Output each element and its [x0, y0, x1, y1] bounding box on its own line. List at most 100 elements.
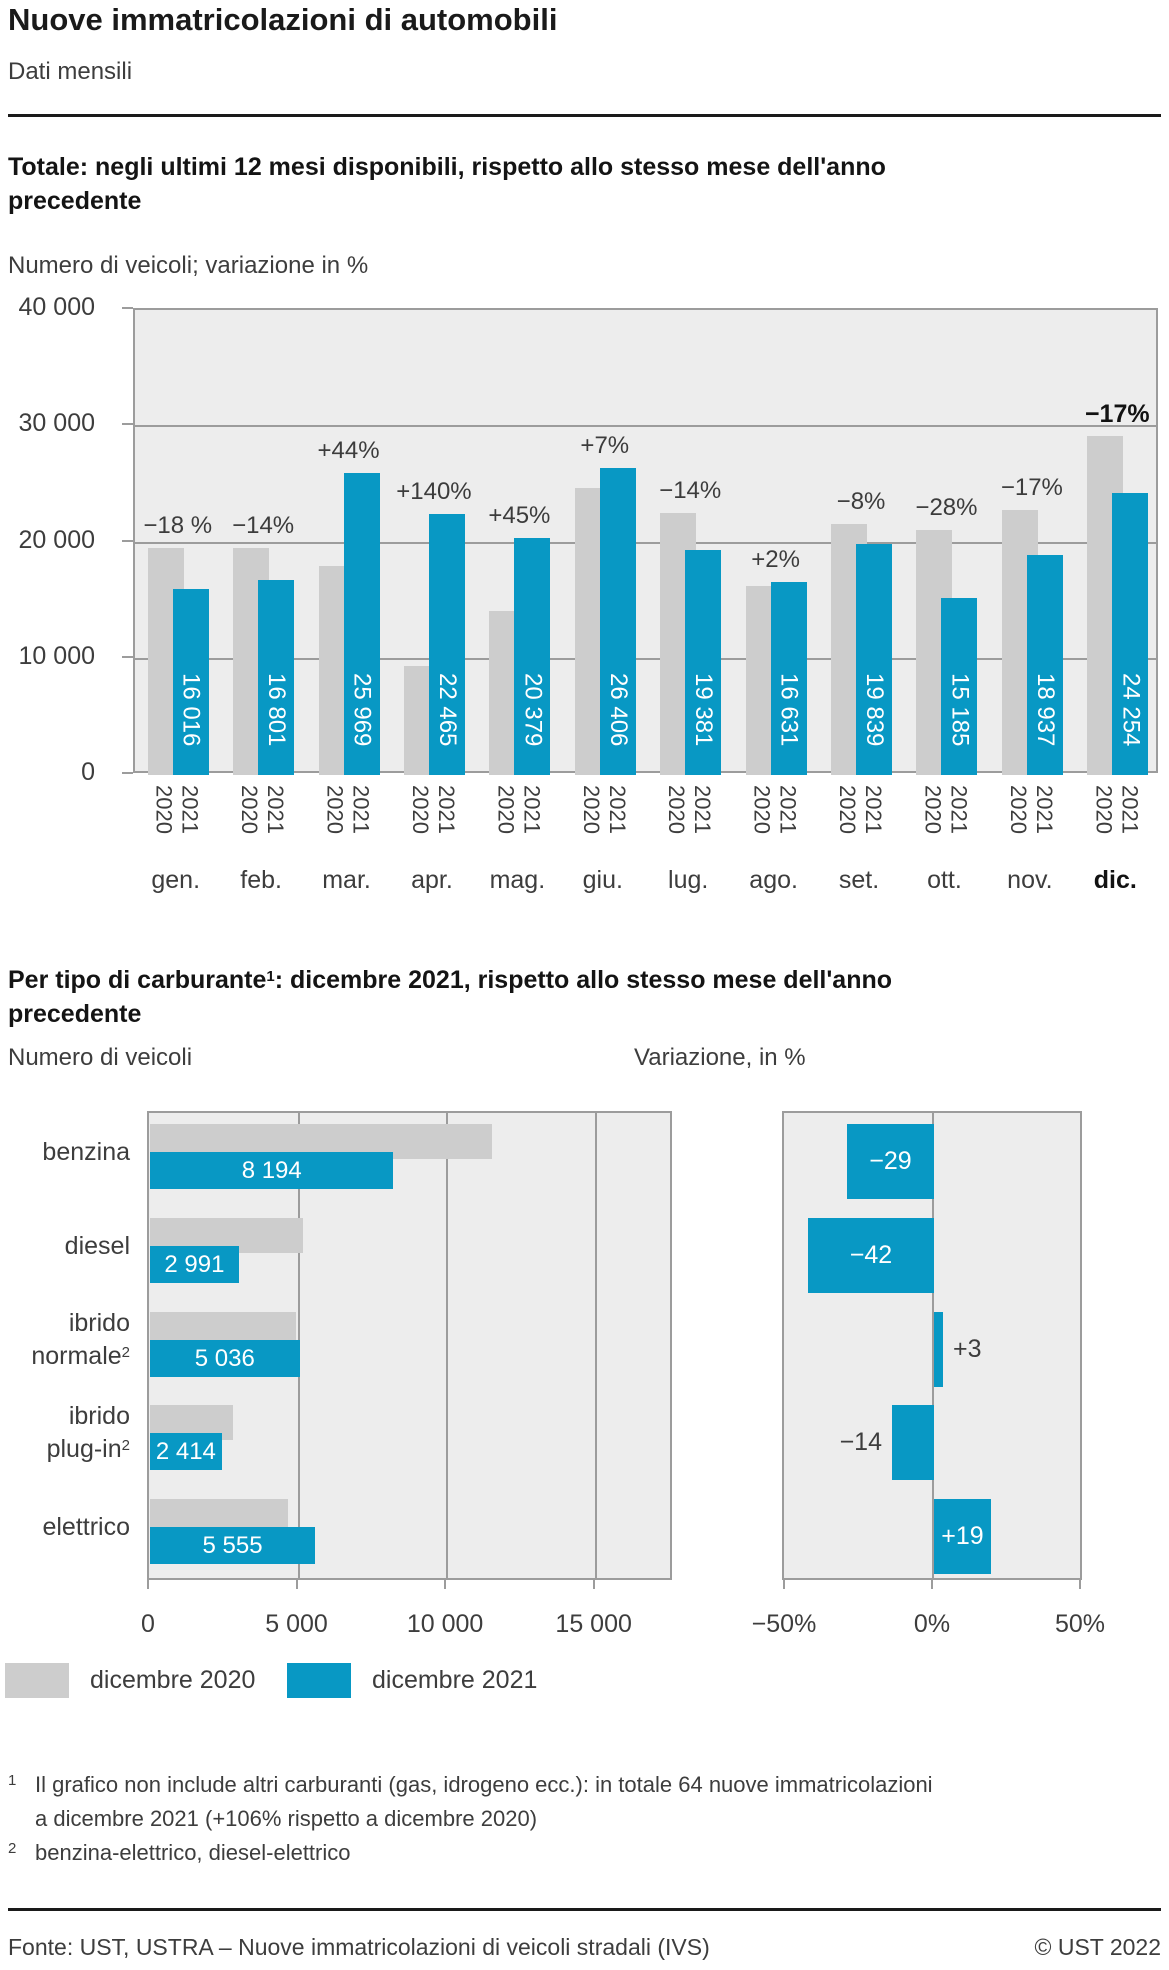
bar-2021-benzina — [150, 1152, 394, 1189]
change-label-feb.: −14% — [232, 512, 295, 540]
y-axis-label: 40 000 — [18, 293, 95, 321]
x-axis-label: −50% — [751, 1610, 817, 1638]
month-label-feb.: feb. — [240, 866, 282, 894]
bar-change-diesel — [808, 1217, 934, 1293]
year-label-2021-gen.: 2021 — [177, 785, 203, 834]
value-label-feb.: 16 801 — [263, 672, 291, 746]
year-label-2021-feb.: 2021 — [263, 785, 289, 834]
fuel-count-plot-area: 8 194 2 991 5 036 2 414 5 555 — [147, 1111, 672, 1580]
footnote-2: 2 benzina-elettrico, diesel-elettrico — [8, 1836, 1148, 1870]
footnote-line: a dicembre 2021 (+106% rispetto a dicemb… — [35, 1806, 538, 1831]
legend-swatch-dicembre-2020 — [5, 1663, 69, 1698]
zero-line — [932, 1113, 934, 1578]
value-label-ago.: 16 631 — [775, 672, 803, 746]
year-label-2021-lug.: 2021 — [690, 785, 716, 834]
month-label-apr.: apr. — [411, 866, 453, 894]
source-row: Fonte: UST, USTRA – Nuove immatricolazio… — [8, 1934, 1161, 1961]
bar-2021-nov. — [1026, 554, 1063, 775]
bar-change-ibrido-normale — [934, 1311, 943, 1387]
category-label-ibrido-normale: ibrido normale2 — [0, 1308, 130, 1371]
divider-top — [8, 114, 1161, 117]
change-label-dic.: −17% — [1084, 399, 1150, 428]
y-axis-label: 30 000 — [18, 409, 95, 438]
divider-bottom — [8, 1908, 1161, 1911]
footnote-1: 1 Il grafico non include altri carburanti… — [8, 1768, 1148, 1836]
section1-heading-line: precedente — [8, 187, 142, 215]
value-label-dic.: 24 254 — [1117, 672, 1145, 746]
bar-2021-gen. — [172, 588, 209, 775]
bar-2021-lug. — [685, 549, 722, 775]
bar-2021-feb. — [258, 579, 295, 775]
x-axis-tick — [444, 1580, 447, 1589]
bar-change-benzina — [847, 1124, 934, 1199]
bar-2021-mag. — [514, 538, 551, 775]
year-label-2020-apr.: 2020 — [407, 785, 433, 834]
month-label-mar.: mar. — [322, 866, 371, 894]
year-label-2020-dic.: 2020 — [1091, 785, 1117, 834]
value-label-diesel: 2 991 — [164, 1250, 225, 1278]
section2-heading-line: Per tipo di carburante1: dicembre 2021, … — [8, 966, 893, 994]
section1-heading: Totale: negli ultimi 12 mesi disponibili… — [8, 150, 886, 218]
value-label-lug.: 19 381 — [690, 672, 718, 746]
change-value-label-ibrido-normale: +3 — [953, 1334, 982, 1363]
month-label-ago.: ago. — [749, 866, 798, 894]
section1-heading-line: Totale: negli ultimi 12 mesi disponibili… — [8, 153, 886, 181]
x-axis-label: 5 000 — [265, 1610, 328, 1638]
x-gridline — [594, 1113, 597, 1578]
year-label-2021-giu.: 2021 — [604, 785, 630, 834]
year-label-2020-nov.: 2020 — [1005, 785, 1031, 834]
value-label-mar.: 25 969 — [348, 672, 376, 746]
copyright-text: © UST 2022 — [1034, 1934, 1161, 1960]
category-label-line: benzina — [42, 1138, 130, 1166]
value-label-elettrico: 5 555 — [202, 1532, 263, 1560]
month-label-set.: set. — [838, 866, 880, 894]
value-label-benzina: 8 194 — [241, 1157, 302, 1184]
value-label-set.: 19 839 — [861, 672, 889, 746]
change-label-ott.: −28% — [915, 493, 978, 521]
superscript-marker: 2 — [121, 1437, 130, 1455]
footnotes: 1 Il grafico non include altri carburanti… — [8, 1768, 1148, 1870]
value-label-apr.: 22 465 — [433, 672, 461, 746]
category-label-line: diesel — [64, 1231, 130, 1260]
month-label-nov.: nov. — [1007, 866, 1053, 894]
y-gridline — [135, 657, 1156, 660]
year-label-2021-mar.: 2021 — [348, 785, 374, 834]
change-label-lug.: −14% — [659, 477, 722, 505]
change-label-mar.: +44% — [317, 437, 380, 465]
x-axis-tick — [295, 1580, 298, 1589]
year-label-2021-ago.: 2021 — [775, 785, 801, 834]
bar-2021-diesel — [150, 1245, 239, 1283]
month-label-lug.: lug. — [668, 866, 709, 894]
section1-subheading: Numero di veicoli; variazione in % — [8, 252, 369, 279]
y-axis-tick — [122, 772, 133, 774]
x-axis-tick — [592, 1580, 595, 1589]
value-label-ibrido-normale: 5 036 — [194, 1344, 255, 1372]
month-label-giu.: giu. — [582, 866, 623, 894]
year-label-2020-feb.: 2020 — [237, 785, 263, 834]
change-value-label-elettrico: +19 — [941, 1522, 984, 1551]
footnote-line: Il grafico non include altri carburanti … — [35, 1772, 933, 1797]
year-label-2021-ott.: 2021 — [946, 785, 972, 834]
bar-2021-ibrido-normale — [150, 1339, 300, 1377]
x-axis-tick — [783, 1580, 785, 1589]
section2-heading-line: precedente — [8, 1000, 142, 1028]
bar-change-elettrico — [934, 1499, 991, 1575]
change-value-label-diesel: −42 — [849, 1240, 893, 1269]
y-axis-label: 0 — [81, 758, 95, 786]
change-label-apr.: +140% — [396, 477, 472, 505]
x-axis-label: 0 — [141, 1610, 155, 1638]
change-value-label-ibrido-plug-in: −14 — [839, 1428, 882, 1457]
year-label-2021-dic.: 2021 — [1117, 785, 1143, 834]
fuel-change-bar-chart: −29 −42 +3 −14 +19 −50% 0% 50% — [752, 1111, 1169, 1671]
year-label-2020-ago.: 2020 — [749, 785, 775, 834]
y-axis-label: 10 000 — [18, 641, 95, 670]
year-label-2021-nov.: 2021 — [1031, 785, 1057, 834]
legend-label-dicembre-2020: dicembre 2020 — [90, 1666, 256, 1694]
change-label-gen.: −18 % — [143, 512, 213, 540]
year-label-2020-ott.: 2020 — [920, 785, 946, 834]
section2-heading: Per tipo di carburante1: dicembre 2021, … — [8, 960, 892, 1031]
x-axis-label: 50% — [1054, 1610, 1106, 1638]
category-label-line: elettrico — [42, 1513, 130, 1542]
bar-2021-mar. — [343, 473, 380, 775]
footnote-marker: 2 — [8, 1840, 17, 1857]
